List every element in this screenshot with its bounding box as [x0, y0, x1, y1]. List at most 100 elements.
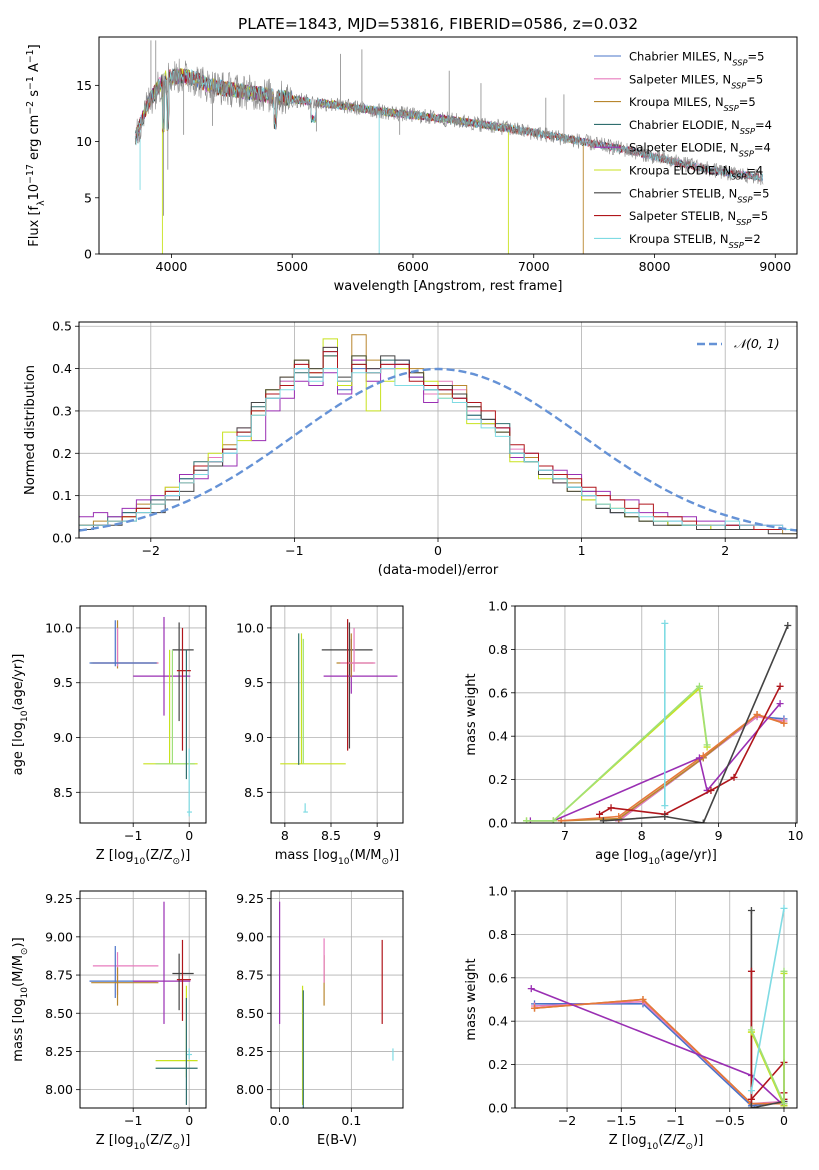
- y-tick-label: 0.2: [488, 772, 508, 787]
- legend-label: Chabrier MILES, NSSP=5: [629, 50, 764, 68]
- weight-marker: [747, 967, 755, 975]
- legend-label-part: SSP: [724, 103, 739, 113]
- x-tick-label: 0: [185, 1113, 193, 1128]
- axes-frame: [514, 605, 798, 824]
- y-axis-label-part: mass [log: [11, 999, 26, 1062]
- y-tick-label: 9.5: [244, 675, 264, 690]
- x-tick-label: 5000: [276, 259, 308, 274]
- x-tick-label: 4000: [156, 259, 188, 274]
- x-tick-label: −1: [124, 1113, 142, 1128]
- x-tick-label: −2: [558, 1113, 576, 1128]
- x-axis-label-part: age [log: [595, 848, 648, 863]
- y-tick-label: 9.0: [244, 730, 264, 745]
- legend-label-part: =5: [739, 95, 756, 109]
- y-axis-label-part: −1: [25, 49, 36, 63]
- weight-marker: [780, 1100, 788, 1108]
- x-axis-label: age [log10(age/yr)]: [595, 848, 717, 867]
- x-axis-label-part: )]: [389, 848, 399, 863]
- y-tick-label: 0: [84, 247, 92, 262]
- y-tick-label: 0.2: [488, 1057, 508, 1072]
- axes-frame: [79, 605, 207, 824]
- y-axis-label-part: ]: [27, 44, 42, 49]
- axes-frame: [79, 890, 207, 1109]
- y-tick-label: 9.00: [236, 929, 264, 944]
- x-tick-label: 0: [185, 828, 193, 843]
- weight-marker: [596, 810, 604, 818]
- legend-label-part: Salpeter ELODIE, N: [629, 141, 739, 155]
- y-tick-label: 9.25: [236, 891, 264, 906]
- figure-title: PLATE=1843, MJD=53816, FIBERID=0586, z=0…: [238, 15, 638, 33]
- legend-label-part: SSP: [736, 217, 751, 227]
- y-tick-label: 10.0: [236, 620, 264, 635]
- axes-mass_vs_EBV: 0.0 0.1 8.00 8.25 8.50 8.75 9.00 9.25 E(B-V): [236, 890, 404, 1148]
- normal-curve: [79, 367, 797, 532]
- y-axis-label-part: age [log: [11, 722, 26, 775]
- legend-label-part: SSP: [729, 240, 744, 250]
- legend-label-part: =5: [751, 209, 768, 223]
- weight-marker: [776, 700, 784, 708]
- histogram-8: [79, 368, 797, 538]
- y-tick-label: 8.25: [45, 1044, 73, 1059]
- weight-marker: [531, 1004, 539, 1012]
- y-tick-label: 0.4: [488, 1014, 508, 1029]
- weight-marker: [699, 752, 707, 760]
- plot-area-mass_vs_Z: [89, 901, 198, 1105]
- spectrum-legend: Chabrier MILES, NSSP=5 Salpeter MILES, NS…: [594, 50, 772, 250]
- axes-frame: [98, 36, 798, 255]
- y-tick-label: 0.0: [488, 816, 508, 831]
- weight-line-1: [534, 1000, 785, 1105]
- y-tick-label: 15: [76, 78, 92, 93]
- x-tick-label: 0.0: [270, 1113, 290, 1128]
- x-axis-label: (data-model)/error: [378, 563, 499, 578]
- weight-line-2: [561, 713, 785, 822]
- x-tick-label: 0.1: [341, 1113, 361, 1128]
- legend-label: 𝒩(0, 1): [734, 336, 780, 351]
- x-axis-label-part: Z [log: [96, 848, 134, 863]
- x-axis-label-part: 10: [134, 1142, 146, 1152]
- x-axis-label-part: (Z/Z: [145, 848, 172, 863]
- legend-label: Salpeter MILES, NSSP=5: [629, 72, 763, 90]
- x-tick-label: −2: [142, 543, 160, 558]
- legend-label: Salpeter ELODIE, NSSP=4: [629, 141, 771, 159]
- weight-marker: [527, 985, 535, 993]
- y-tick-label: 8.25: [236, 1044, 264, 1059]
- x-tick-label: 0: [780, 1113, 788, 1128]
- x-axis-label-part: (Z/Z: [145, 1133, 172, 1148]
- weight-line-3: [561, 713, 785, 822]
- plot-area-mass_vs_EBV: [279, 901, 394, 1108]
- legend-label-part: Kroupa ELODIE, N: [629, 164, 731, 178]
- x-axis-label: mass [log10(M/M⊙)]: [275, 848, 399, 867]
- legend-label-part: Chabrier ELODIE, N: [629, 118, 740, 132]
- x-axis-label-part: Z [log: [609, 1133, 647, 1148]
- y-tick-label: 0.8: [488, 927, 508, 942]
- x-axis-label: E(B-V): [317, 1133, 357, 1148]
- weight-marker: [747, 1087, 755, 1095]
- plot-area-age_vs_mass: [280, 619, 398, 813]
- weight-marker: [699, 819, 707, 823]
- y-tick-label: 9.25: [45, 891, 73, 906]
- weight-marker: [703, 741, 711, 749]
- y-axis-label-part: λ: [36, 200, 47, 206]
- x-tick-label: −1.5: [606, 1113, 636, 1128]
- weight-marker: [784, 622, 792, 630]
- weight-marker: [747, 1095, 755, 1103]
- weight-marker: [661, 812, 669, 820]
- weight-marker: [747, 907, 755, 915]
- plot-area-age_vs_Z: [89, 616, 198, 817]
- y-tick-label: 1.0: [488, 599, 508, 614]
- x-axis-label-part: ⊙: [173, 1142, 181, 1152]
- axes-age_vs_Z: −1 08.59.09.510.0Z [log10(Z/Z⊙)]age [log1…: [11, 605, 207, 867]
- y-axis-label-part: −2: [25, 101, 36, 115]
- y-axis-label: mass weight: [464, 673, 479, 755]
- weight-marker: [639, 996, 647, 1003]
- y-tick-label: 0.0: [52, 531, 72, 546]
- legend-label-part: Kroupa MILES, N: [629, 95, 724, 109]
- weight-line-5: [599, 685, 781, 816]
- legend-label-part: SSP: [740, 126, 755, 136]
- axes-spectrum: 4000 5000 6000 7000 8000 9000 0 5 10 15 wavelength…: [25, 36, 798, 294]
- x-axis-label-part: mass [log: [275, 848, 338, 863]
- y-tick-label: 1.0: [488, 884, 508, 899]
- y-tick-label: 0.6: [488, 970, 508, 985]
